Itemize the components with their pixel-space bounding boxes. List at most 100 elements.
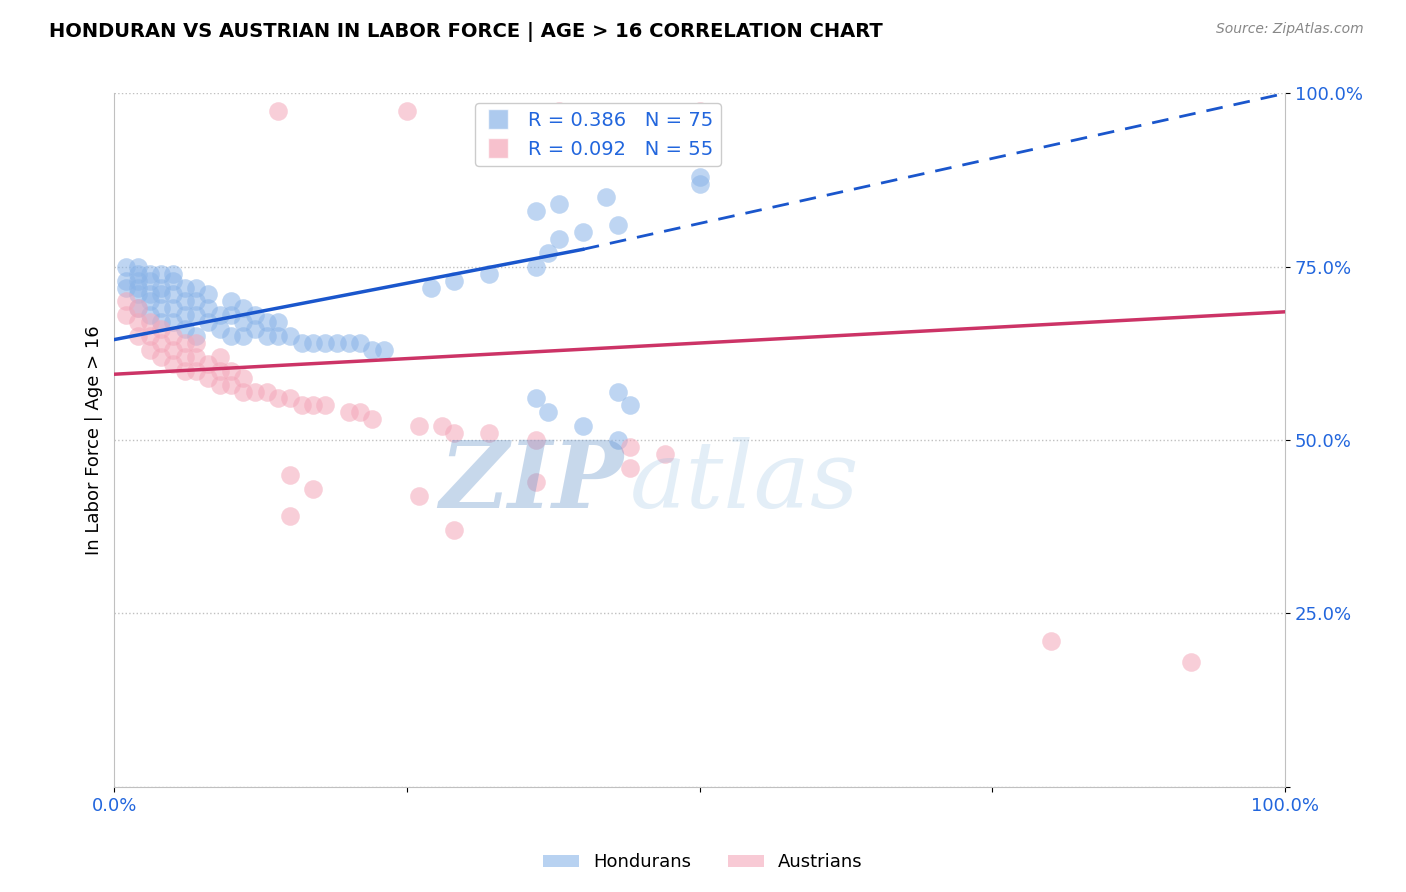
Point — [302, 336, 325, 351]
Point — [115, 260, 138, 274]
Point — [138, 343, 160, 357]
Point — [291, 399, 314, 413]
Point — [127, 329, 149, 343]
Point — [127, 287, 149, 301]
Point — [689, 103, 711, 118]
Point — [150, 315, 173, 329]
Point — [150, 301, 173, 316]
Point — [186, 329, 208, 343]
Point — [606, 218, 628, 232]
Point — [138, 287, 160, 301]
Point — [208, 377, 231, 392]
Point — [186, 350, 208, 364]
Point — [208, 322, 231, 336]
Point — [548, 103, 571, 118]
Point — [302, 482, 325, 496]
Point — [571, 419, 593, 434]
Point — [267, 329, 290, 343]
Point — [314, 336, 336, 351]
Point — [186, 308, 208, 322]
Point — [396, 103, 419, 118]
Point — [197, 370, 219, 384]
Point — [150, 267, 173, 281]
Point — [243, 308, 266, 322]
Point — [221, 377, 243, 392]
Point — [173, 322, 195, 336]
Point — [150, 280, 173, 294]
Point — [1040, 634, 1063, 648]
Point — [221, 294, 243, 309]
Point — [221, 364, 243, 378]
Point — [267, 103, 290, 118]
Point — [291, 336, 314, 351]
Point — [186, 280, 208, 294]
Point — [232, 301, 254, 316]
Point — [115, 308, 138, 322]
Point — [571, 225, 593, 239]
Point — [162, 267, 184, 281]
Point — [619, 399, 641, 413]
Point — [127, 315, 149, 329]
Point — [302, 399, 325, 413]
Point — [654, 447, 676, 461]
Text: Source: ZipAtlas.com: Source: ZipAtlas.com — [1216, 22, 1364, 37]
Point — [127, 267, 149, 281]
Point — [221, 329, 243, 343]
Point — [314, 399, 336, 413]
Y-axis label: In Labor Force | Age > 16: In Labor Force | Age > 16 — [86, 326, 103, 555]
Point — [408, 489, 430, 503]
Point — [536, 405, 558, 419]
Point — [1180, 655, 1202, 669]
Point — [127, 301, 149, 316]
Point — [256, 315, 278, 329]
Point — [606, 384, 628, 399]
Point — [689, 169, 711, 184]
Point — [173, 364, 195, 378]
Point — [115, 294, 138, 309]
Point — [256, 384, 278, 399]
Point — [186, 336, 208, 351]
Point — [173, 350, 195, 364]
Point — [173, 336, 195, 351]
Point — [478, 426, 501, 441]
Point — [278, 467, 301, 482]
Point — [524, 260, 547, 274]
Point — [548, 232, 571, 246]
Point — [278, 509, 301, 524]
Point — [595, 190, 617, 204]
Point — [186, 364, 208, 378]
Point — [524, 475, 547, 489]
Point — [232, 384, 254, 399]
Point — [478, 267, 501, 281]
Point — [432, 419, 454, 434]
Point — [162, 329, 184, 343]
Point — [173, 280, 195, 294]
Point — [536, 245, 558, 260]
Point — [361, 343, 384, 357]
Point — [197, 315, 219, 329]
Point — [150, 287, 173, 301]
Point — [349, 405, 371, 419]
Point — [173, 308, 195, 322]
Point — [337, 336, 360, 351]
Point — [150, 322, 173, 336]
Point — [138, 267, 160, 281]
Point — [208, 350, 231, 364]
Point — [115, 274, 138, 288]
Point — [127, 274, 149, 288]
Point — [221, 308, 243, 322]
Point — [243, 322, 266, 336]
Point — [408, 419, 430, 434]
Point — [127, 301, 149, 316]
Point — [267, 315, 290, 329]
Point — [138, 329, 160, 343]
Point — [619, 460, 641, 475]
Point — [619, 440, 641, 454]
Point — [232, 315, 254, 329]
Point — [197, 357, 219, 371]
Point — [197, 301, 219, 316]
Point — [138, 294, 160, 309]
Point — [267, 392, 290, 406]
Point — [162, 274, 184, 288]
Point — [162, 287, 184, 301]
